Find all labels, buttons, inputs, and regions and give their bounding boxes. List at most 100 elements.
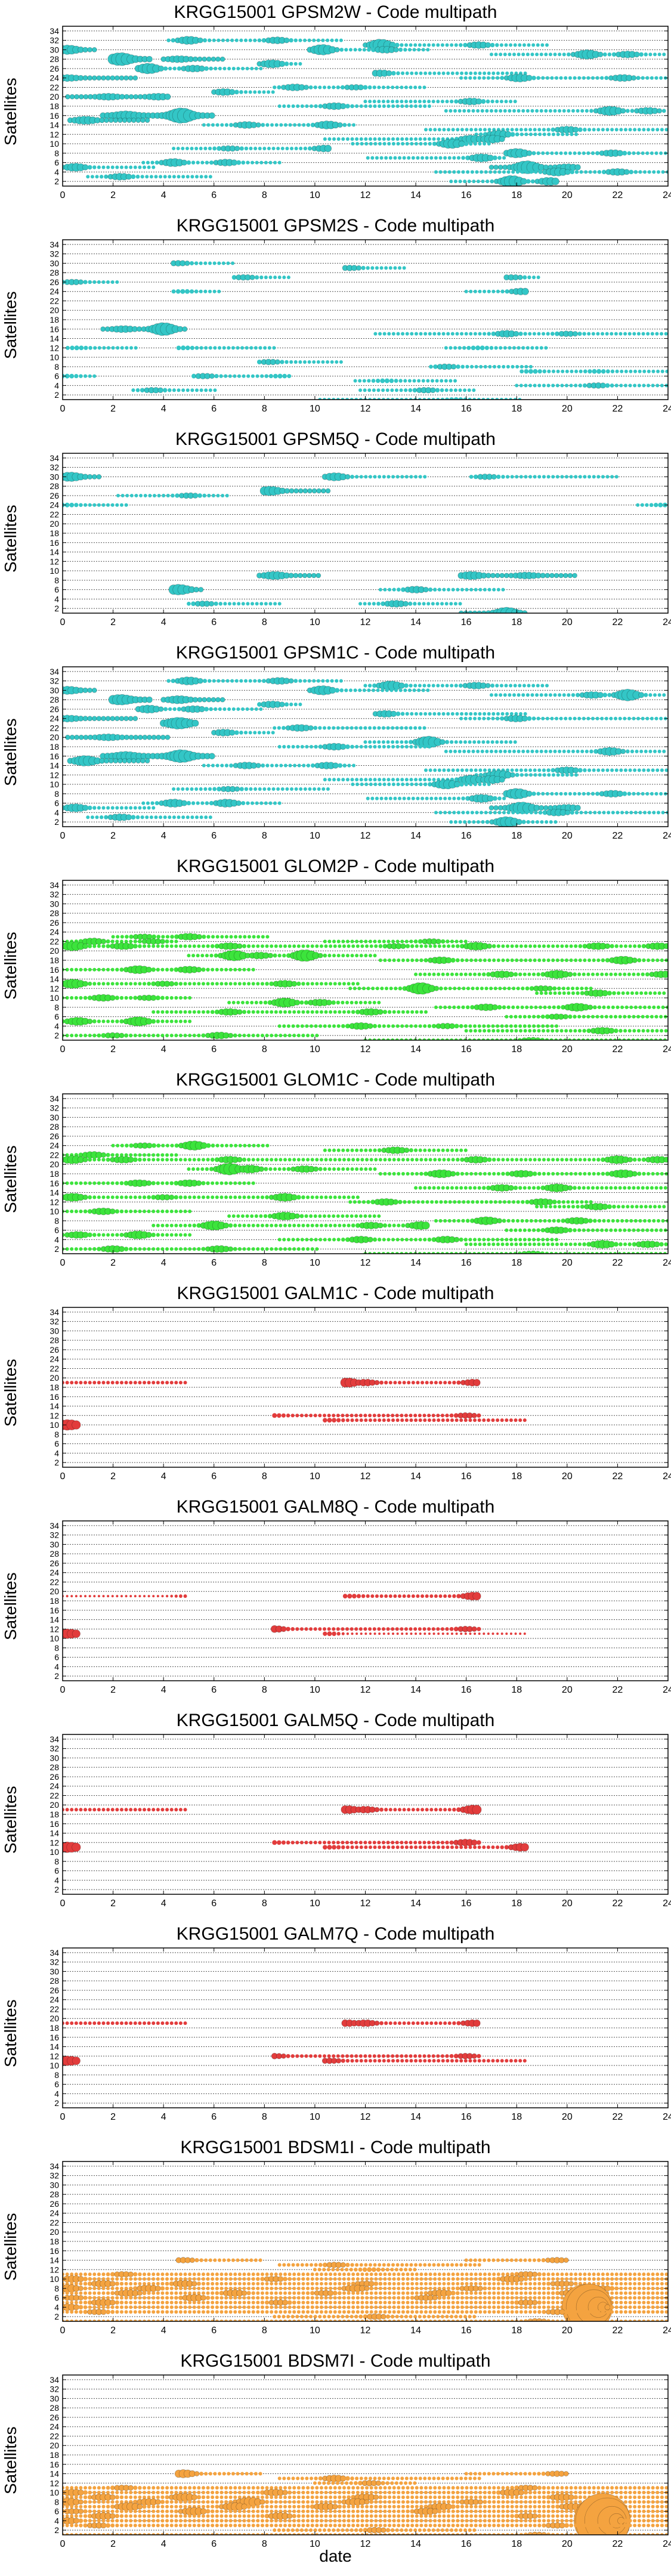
multipath-point	[465, 768, 469, 772]
multipath-point	[330, 360, 334, 364]
multipath-point	[395, 711, 401, 716]
track-group	[63, 933, 668, 1040]
multipath-point	[294, 1000, 301, 1006]
multipath-point	[368, 100, 372, 104]
multipath-point	[268, 276, 273, 280]
multipath-point	[126, 758, 132, 763]
multipath-point	[499, 749, 503, 753]
multipath-point	[253, 146, 258, 150]
multipath-point	[124, 1033, 129, 1038]
multipath-point	[487, 712, 491, 716]
multipath-point	[239, 731, 243, 735]
multipath-point	[564, 1172, 568, 1176]
y-tick-label: 30	[50, 899, 59, 908]
multipath-point	[573, 767, 579, 774]
multipath-point	[190, 787, 194, 791]
multipath-point	[279, 123, 283, 127]
multipath-point	[521, 1200, 525, 1204]
multipath-point	[566, 1200, 570, 1204]
multipath-point	[514, 1029, 518, 1033]
multipath-point	[573, 151, 577, 155]
multipath-point	[545, 151, 549, 155]
multipath-point	[356, 265, 361, 271]
multipath-point	[597, 170, 602, 174]
multipath-point	[354, 1000, 358, 1004]
multipath-point	[445, 100, 449, 104]
multipath-point	[398, 987, 403, 991]
multipath-point	[539, 109, 543, 113]
multipath-point	[443, 156, 447, 160]
multipath-point	[519, 1029, 523, 1033]
multipath-point	[530, 52, 534, 57]
multipath-point	[492, 128, 496, 132]
multipath-point	[382, 783, 386, 787]
multipath-point	[627, 791, 632, 796]
multipath-point	[402, 266, 406, 270]
multipath-point	[403, 601, 409, 607]
multipath-point	[133, 94, 139, 100]
multipath-point	[540, 972, 546, 977]
multipath-point	[386, 104, 391, 108]
multipath-point	[398, 266, 402, 270]
multipath-point	[212, 38, 216, 42]
multipath-point	[500, 716, 505, 721]
multipath-point	[323, 1167, 327, 1171]
multipath-point	[551, 127, 555, 132]
multipath-point	[446, 712, 450, 716]
multipath-point	[587, 1004, 593, 1010]
multipath-point	[523, 332, 527, 336]
multipath-point	[165, 935, 170, 939]
multipath-point	[659, 716, 663, 720]
multipath-point	[441, 137, 445, 141]
multipath-point	[320, 488, 326, 494]
multipath-point	[627, 1029, 632, 1033]
multipath-point	[651, 128, 655, 132]
multipath-point	[391, 745, 395, 749]
multipath-point	[96, 75, 102, 81]
multipath-point	[293, 62, 298, 66]
multipath-point	[286, 1167, 291, 1171]
multipath-point	[568, 151, 572, 155]
multipath-point	[338, 982, 342, 986]
multipath-point	[636, 716, 641, 720]
multipath-point	[567, 991, 571, 995]
multipath-point	[414, 475, 418, 479]
multipath-point	[413, 726, 418, 730]
multipath-point	[108, 758, 114, 764]
multipath-point	[304, 1000, 309, 1005]
multipath-point	[175, 289, 181, 294]
multipath-point	[525, 811, 529, 815]
multipath-point	[74, 1034, 78, 1038]
multipath-point	[110, 165, 115, 169]
multipath-point	[478, 712, 482, 716]
multipath-point	[267, 787, 271, 791]
multipath-point	[324, 1195, 328, 1199]
multipath-point	[271, 146, 276, 150]
multipath-point	[497, 165, 503, 170]
multipath-point	[327, 778, 332, 782]
multipath-point	[437, 71, 441, 75]
multipath-point	[263, 346, 267, 350]
multipath-point	[194, 146, 199, 150]
multipath-point	[521, 820, 526, 824]
multipath-point	[264, 374, 268, 378]
multipath-point	[465, 958, 469, 963]
multipath-point	[214, 953, 218, 958]
multipath-point	[575, 1200, 579, 1204]
multipath-point	[151, 934, 156, 939]
multipath-point	[405, 71, 409, 75]
multipath-point	[462, 109, 466, 113]
multipath-point	[212, 261, 217, 265]
multipath-point	[362, 48, 366, 52]
multipath-point	[324, 1158, 328, 1162]
multipath-point	[446, 1148, 450, 1152]
multipath-point	[547, 369, 551, 373]
multipath-point	[561, 369, 565, 373]
multipath-point	[495, 100, 499, 104]
multipath-point	[431, 684, 435, 688]
multipath-point	[123, 716, 129, 722]
multipath-point	[206, 1195, 210, 1199]
multipath-point	[280, 360, 285, 364]
multipath-point	[536, 276, 540, 280]
multipath-point	[510, 768, 514, 772]
